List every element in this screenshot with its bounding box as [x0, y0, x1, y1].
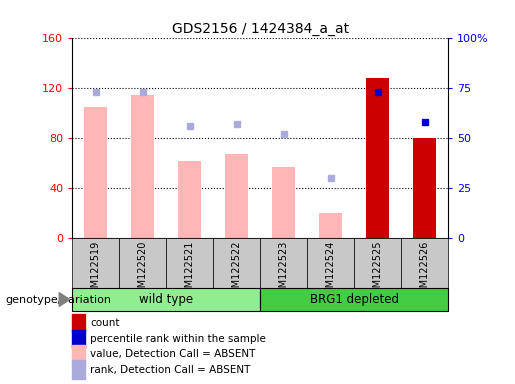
Bar — [401, 238, 448, 288]
Bar — [307, 238, 354, 288]
Bar — [119, 238, 166, 288]
Bar — [354, 238, 401, 288]
Text: genotype/variation: genotype/variation — [5, 295, 111, 305]
Bar — [260, 288, 448, 311]
Text: BRG1 depleted: BRG1 depleted — [310, 293, 399, 306]
Bar — [413, 138, 436, 238]
Bar — [272, 167, 295, 238]
Bar — [366, 78, 389, 238]
Bar — [213, 238, 260, 288]
Text: GSM122525: GSM122525 — [372, 240, 383, 300]
Text: count: count — [90, 318, 119, 328]
Text: value, Detection Call = ABSENT: value, Detection Call = ABSENT — [90, 349, 255, 359]
Title: GDS2156 / 1424384_a_at: GDS2156 / 1424384_a_at — [171, 22, 349, 36]
Text: GSM122521: GSM122521 — [184, 240, 195, 300]
Bar — [178, 161, 201, 238]
Bar — [72, 288, 260, 311]
Bar — [72, 238, 119, 288]
Bar — [225, 154, 248, 238]
Bar — [131, 94, 154, 238]
Bar — [72, 361, 85, 379]
Text: GSM122520: GSM122520 — [138, 240, 148, 300]
Text: wild type: wild type — [139, 293, 193, 306]
Text: GSM122526: GSM122526 — [420, 240, 430, 300]
Text: percentile rank within the sample: percentile rank within the sample — [90, 334, 266, 344]
Text: GSM122522: GSM122522 — [232, 240, 242, 300]
Bar — [72, 345, 85, 364]
Text: GSM122519: GSM122519 — [91, 240, 100, 300]
Bar — [260, 238, 307, 288]
Bar — [72, 314, 85, 332]
Bar — [319, 213, 342, 238]
Text: GSM122524: GSM122524 — [325, 240, 336, 300]
Text: rank, Detection Call = ABSENT: rank, Detection Call = ABSENT — [90, 365, 250, 375]
Bar — [84, 107, 107, 238]
Bar — [166, 238, 213, 288]
Bar — [72, 330, 85, 348]
Text: GSM122523: GSM122523 — [279, 240, 288, 300]
